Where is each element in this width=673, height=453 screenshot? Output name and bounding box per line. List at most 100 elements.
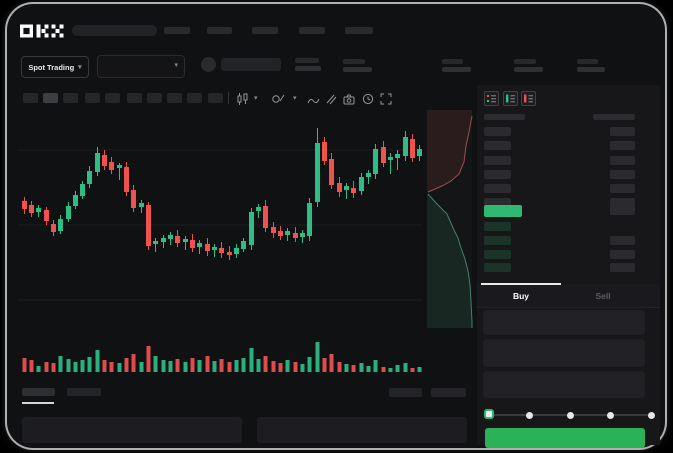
candle [131,190,136,208]
candle [263,206,268,228]
orderbook-ask-price[interactable] [484,156,511,165]
volume-bar [256,359,261,372]
slider-stop[interactable] [566,411,574,419]
orderbook-ask-price[interactable] [484,170,511,179]
chevron-down-icon[interactable]: ▾ [254,95,258,102]
volume-bar [359,363,364,372]
interval-button[interactable] [63,93,78,103]
nav-item[interactable] [345,27,373,34]
line-chart-icon[interactable] [307,93,320,111]
candle [410,139,415,158]
orderbook-ask-amount[interactable] [610,141,635,150]
stat-value [577,67,605,72]
nav-item[interactable] [164,27,190,34]
volume-bar [146,346,151,372]
nav-item[interactable] [252,27,278,34]
orderbook-ask-price[interactable] [484,127,511,136]
candle [22,201,27,209]
volume-bar [219,359,224,372]
orderbook-last-price[interactable] [484,205,522,217]
volume-bar [241,358,246,372]
orderbook-ask-amount[interactable] [610,156,635,165]
slider-stop[interactable] [647,411,655,419]
nav-item[interactable] [299,27,325,34]
pair-selector[interactable]: ▾ [97,55,185,78]
candle-wick [390,153,391,174]
orderbook-bid-price[interactable] [484,236,511,245]
orderbook-bid-amount[interactable] [610,250,635,259]
bottom-active-tab-indicator [22,402,54,404]
interval-button[interactable] [147,93,162,103]
tab-buy[interactable]: Buy [512,291,530,301]
bottom-panel-right [257,417,467,443]
last-price-placeholder [221,58,281,71]
candle-wick [214,244,215,257]
candle [388,157,393,160]
stat-value [295,66,321,71]
slider-handle[interactable] [484,409,494,419]
slider-stop[interactable] [526,411,533,419]
nav-item[interactable] [207,27,232,34]
market-type-selector[interactable]: Spot Trading ▾ [21,56,89,78]
volume-bar [95,350,100,372]
candle [168,235,173,239]
interval-button[interactable] [127,93,142,103]
bottom-tab-history[interactable] [67,388,101,396]
price-input[interactable] [483,310,645,335]
orderbook-ask-price[interactable] [484,141,511,150]
volume-bar [300,364,305,372]
orderbook-bid-amount[interactable] [610,236,635,245]
orderbook-bid-price[interactable] [484,263,511,272]
orderbook-ask-price[interactable] [484,198,511,207]
chart-style-icon[interactable] [236,92,249,110]
total-input[interactable] [483,371,645,398]
buy-button[interactable] [485,428,645,448]
candle [58,219,63,231]
volume-bar [124,358,129,372]
orderbook-bid-price[interactable] [484,222,511,231]
interval-button[interactable] [23,93,38,103]
candle [395,154,400,158]
book-combined-icon[interactable] [484,91,499,106]
indicators-icon[interactable] [272,92,285,110]
candle [87,171,92,184]
slider-stop[interactable] [607,411,614,419]
tab-sell[interactable]: Sell [595,291,611,301]
candle-wick [397,150,398,170]
chevron-down-icon[interactable]: ▾ [293,95,297,102]
candle [359,177,364,191]
orderbook-ask-amount[interactable] [610,127,635,136]
search-input[interactable] [72,25,157,36]
interval-button[interactable] [187,93,202,103]
fullscreen-icon[interactable] [380,92,392,110]
interval-button[interactable] [85,93,100,103]
interval-button[interactable] [208,93,223,103]
bottom-action-button[interactable] [389,388,422,397]
amount-input[interactable] [483,339,645,367]
candle [95,153,100,172]
orderbook-amount[interactable] [610,206,635,215]
candlestick-chart[interactable] [18,108,474,376]
volume-bar [183,362,188,372]
book-asks-icon[interactable] [521,91,536,106]
camera-icon[interactable] [343,92,355,110]
orderbook-ask-price[interactable] [484,184,511,193]
clock-icon[interactable] [362,92,374,110]
orderbook-ask-amount[interactable] [610,198,635,207]
orderbook-ask-amount[interactable] [610,170,635,179]
candle [205,244,210,251]
candle [307,203,312,236]
bottom-action-button[interactable] [431,388,466,397]
volume-bar [337,362,342,372]
bottom-tab-orders[interactable] [22,388,55,396]
book-bids-icon[interactable] [503,91,518,106]
interval-button[interactable] [43,93,58,103]
orderbook-ask-amount[interactable] [610,184,635,193]
orderbook-bid-amount[interactable] [610,263,635,272]
drawing-tools-icon[interactable] [325,92,337,110]
volume-bar [366,366,371,372]
orderbook-bid-price[interactable] [484,250,511,259]
interval-button[interactable] [105,93,120,103]
interval-button[interactable] [167,93,182,103]
